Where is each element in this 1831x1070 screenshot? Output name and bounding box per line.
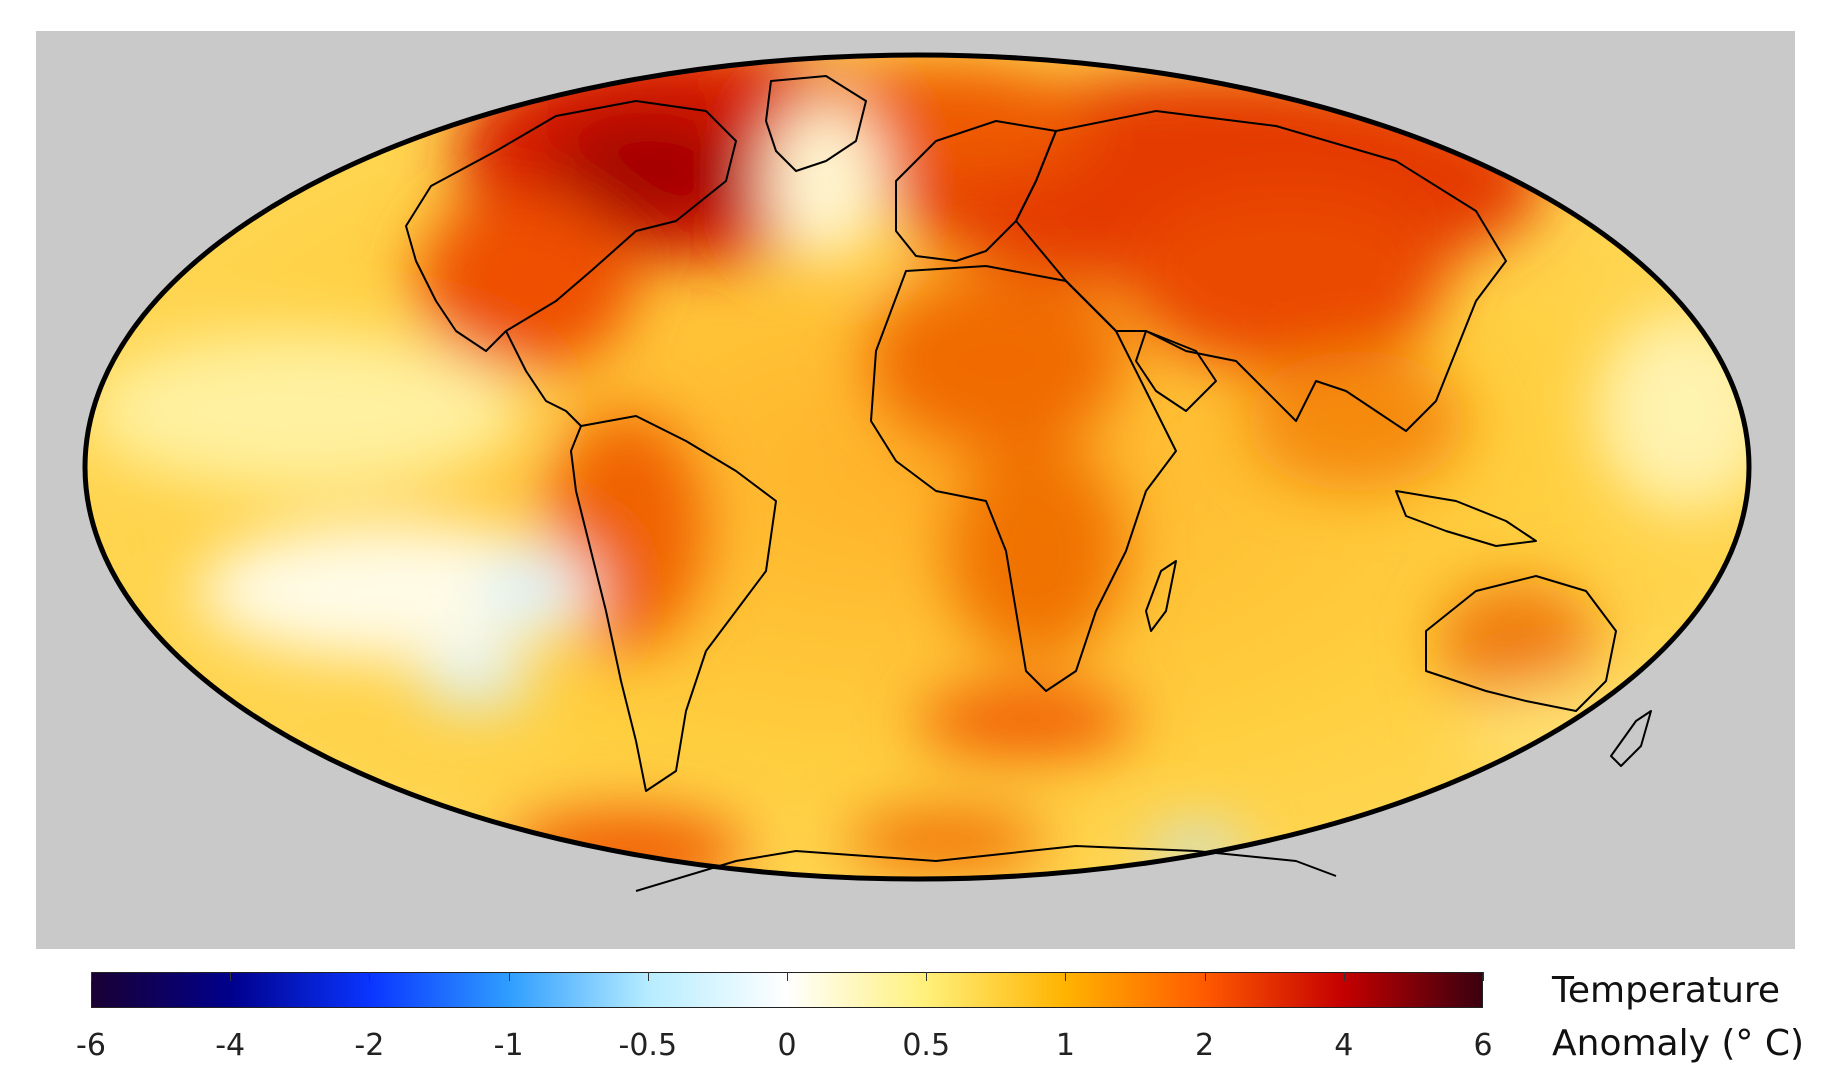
north-america-outline: [405, 100, 737, 352]
colorbar-tick: [647, 972, 649, 981]
colorbar-tick-label: -0.5: [618, 1028, 678, 1063]
colorbar-tick-label: -6: [76, 1028, 106, 1063]
colorbar-tick-label: -2: [354, 1028, 385, 1063]
greenland-outline: [765, 75, 867, 172]
indonesia-outline: [1395, 490, 1537, 547]
arabia-outline: [1135, 330, 1217, 412]
colorbar-tick: [1204, 972, 1206, 981]
central-america-outline: [505, 330, 582, 427]
colorbar-tick: [369, 972, 371, 981]
colorbar-tick-label: 6: [1473, 1028, 1493, 1063]
colorbar-tick: [1065, 972, 1067, 981]
colorbar-tick: [926, 972, 928, 981]
legend-title-line2: Anomaly (° C): [1552, 1023, 1805, 1064]
anomaly-field: [85, 55, 1749, 879]
colorbar-tick-label: 0.5: [902, 1028, 951, 1063]
colorbar-tick: [1343, 972, 1345, 981]
australia-outline: [1425, 575, 1617, 712]
colorbar-tick: [787, 972, 788, 981]
new-zealand-outline: [1610, 710, 1652, 767]
anomaly-map: [36, 31, 1795, 949]
colorbar-tick: [508, 972, 510, 981]
colorbar-tick-label: 2: [1195, 1028, 1215, 1063]
south-america-outline: [570, 415, 777, 792]
africa-outline: [870, 265, 1177, 692]
map-panel: [36, 31, 1795, 949]
madagascar-outline: [1145, 560, 1177, 632]
colorbar-tick-label: -1: [493, 1028, 524, 1063]
antarctica-outline: [635, 845, 1337, 892]
legend: -6 -4 -2 -1 -0.5 0 0.5 1 2 4 6 Temperature Anomaly…: [0, 960, 1831, 1066]
asia-outline: [1015, 110, 1507, 432]
legend-title-line1: Temperature: [1552, 970, 1781, 1011]
colorbar-tick: [230, 972, 232, 981]
colorbar-tick: [1483, 972, 1484, 981]
coastlines: [405, 75, 1652, 892]
colorbar-tick: [91, 972, 92, 981]
colorbar-tick-label: 1: [1055, 1028, 1075, 1063]
globe-outline: [82, 52, 1752, 882]
colorbar-tick-label: 0: [777, 1028, 797, 1063]
colorbar-tick-label: 4: [1334, 1028, 1354, 1063]
legend-title: Temperature Anomaly (° C): [1552, 964, 1822, 1070]
colorbar-tick-label: -4: [215, 1028, 246, 1063]
